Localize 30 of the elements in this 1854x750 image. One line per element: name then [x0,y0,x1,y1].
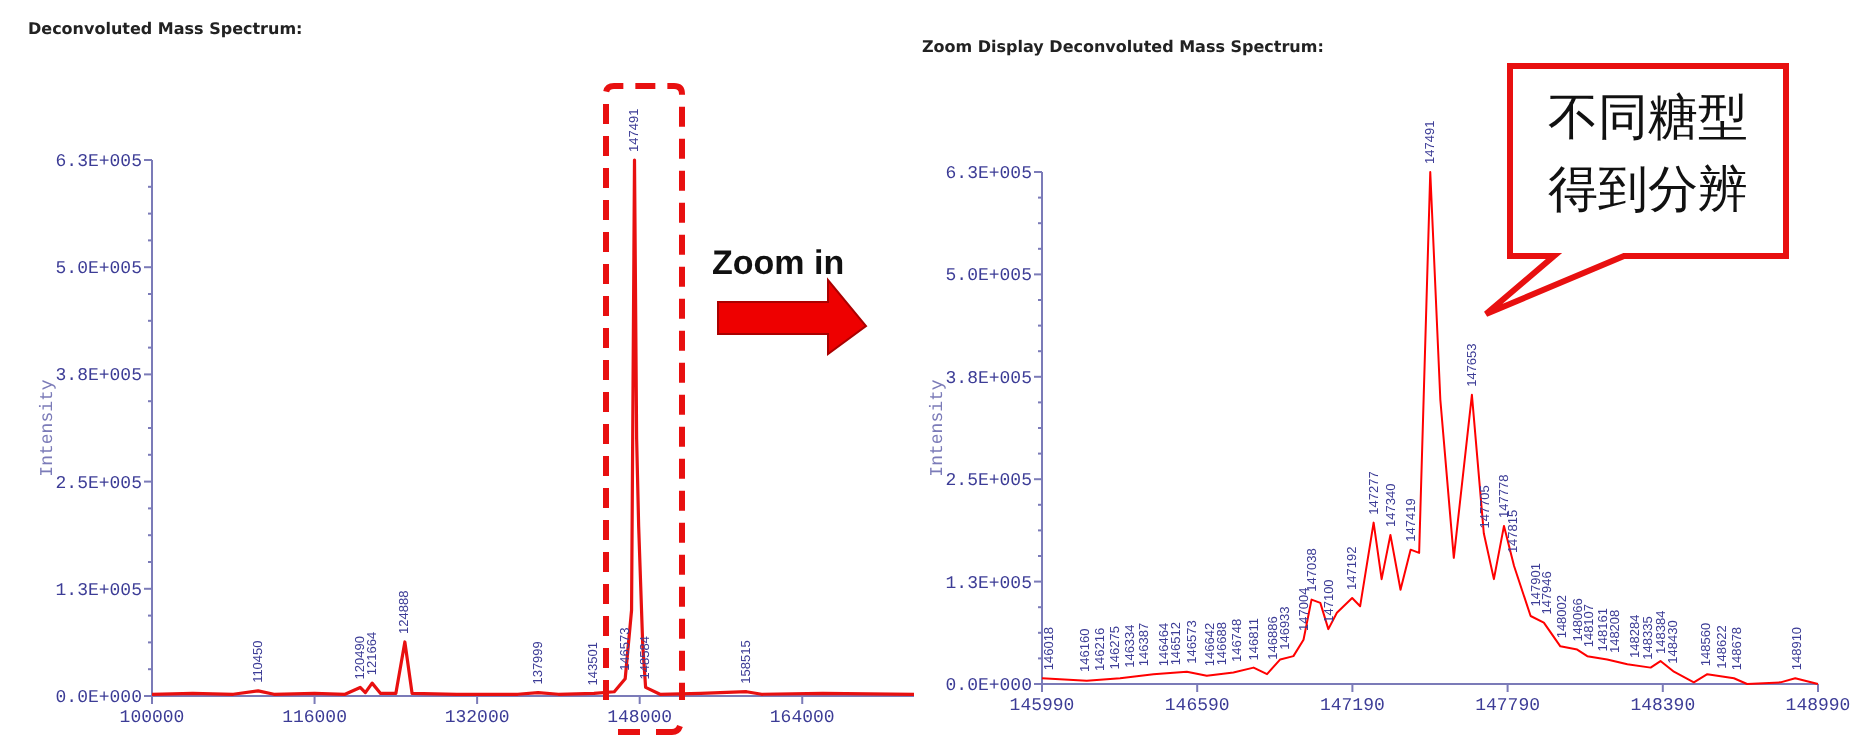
x-tick-label: 164000 [769,708,835,728]
y-tick-label: 6.3E+005 [55,152,142,172]
x-tick-label: 148990 [1785,696,1851,716]
y-tick-label: 3.8E+005 [945,368,1032,389]
annotation: 得到分辨 [1548,162,1748,218]
y-axis-title: Intensity [928,378,948,477]
y-tick-label: 0.0E+000 [55,688,142,708]
y-tick-label: 5.0E+005 [55,259,142,280]
x-tick-label: 132000 [444,708,510,728]
chart-title: Zoom Display Deconvoluted Mass Spectrum: [922,38,1324,56]
y-tick-label: 5.0E+005 [945,266,1032,287]
x-tick-label: 147790 [1475,696,1541,716]
y-tick-label: 1.3E+005 [55,580,142,601]
x-tick-label: 100000 [119,708,185,728]
text: 不同糖型 [1548,90,1748,146]
chart-title: Deconvoluted Mass Spectrum: [28,20,303,38]
y-tick-label: 1.3E+005 [945,573,1032,594]
x-tick-label: 148000 [607,708,673,728]
x-tick-label: 146590 [1164,696,1230,716]
annotation: Zoom in [712,244,845,282]
x-tick-label: 145990 [1009,696,1075,716]
y-tick-label: 2.5E+005 [945,471,1032,492]
y-tick-label: 3.8E+005 [55,366,142,387]
x-tick-label: 148390 [1630,696,1696,716]
x-tick-label: 116000 [282,708,347,728]
y-tick-label: 6.3E+005 [945,164,1032,184]
x-tick-label: 147190 [1319,696,1385,716]
y-axis-title: Intensity [38,378,58,477]
y-tick-label: 2.5E+005 [55,473,142,494]
y-tick-label: 0.0E+000 [945,676,1032,696]
